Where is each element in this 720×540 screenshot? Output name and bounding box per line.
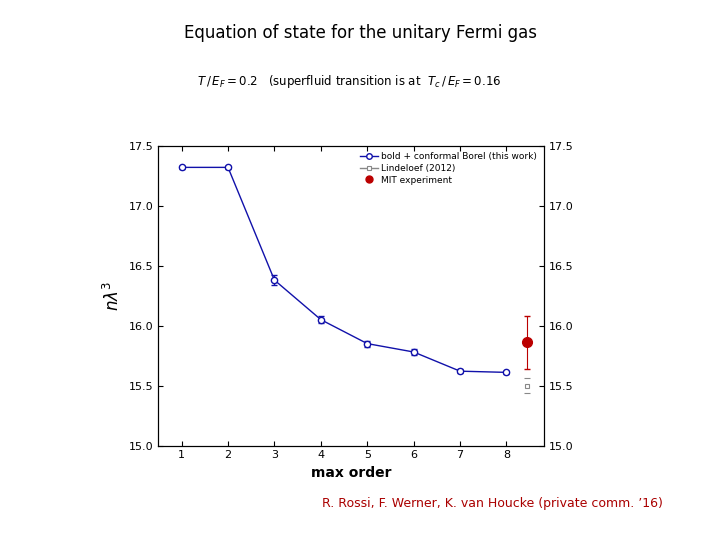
Y-axis label: $n\lambda^3$: $n\lambda^3$ — [103, 281, 123, 310]
Text: $T\,/\,E_F = 0.2$   (superfluid transition is at  $T_c\,/\,E_F = 0.16$: $T\,/\,E_F = 0.2$ (superfluid transition… — [197, 73, 501, 90]
X-axis label: max order: max order — [311, 466, 391, 480]
Text: R. Rossi, F. Werner, K. van Houcke (private comm. ’16): R. Rossi, F. Werner, K. van Houcke (priv… — [322, 497, 662, 510]
Legend: bold + conformal Borel (this work), Lindeloef (2012), MIT experiment: bold + conformal Borel (this work), Lind… — [358, 150, 539, 186]
Text: Equation of state for the unitary Fermi gas: Equation of state for the unitary Fermi … — [184, 24, 536, 42]
